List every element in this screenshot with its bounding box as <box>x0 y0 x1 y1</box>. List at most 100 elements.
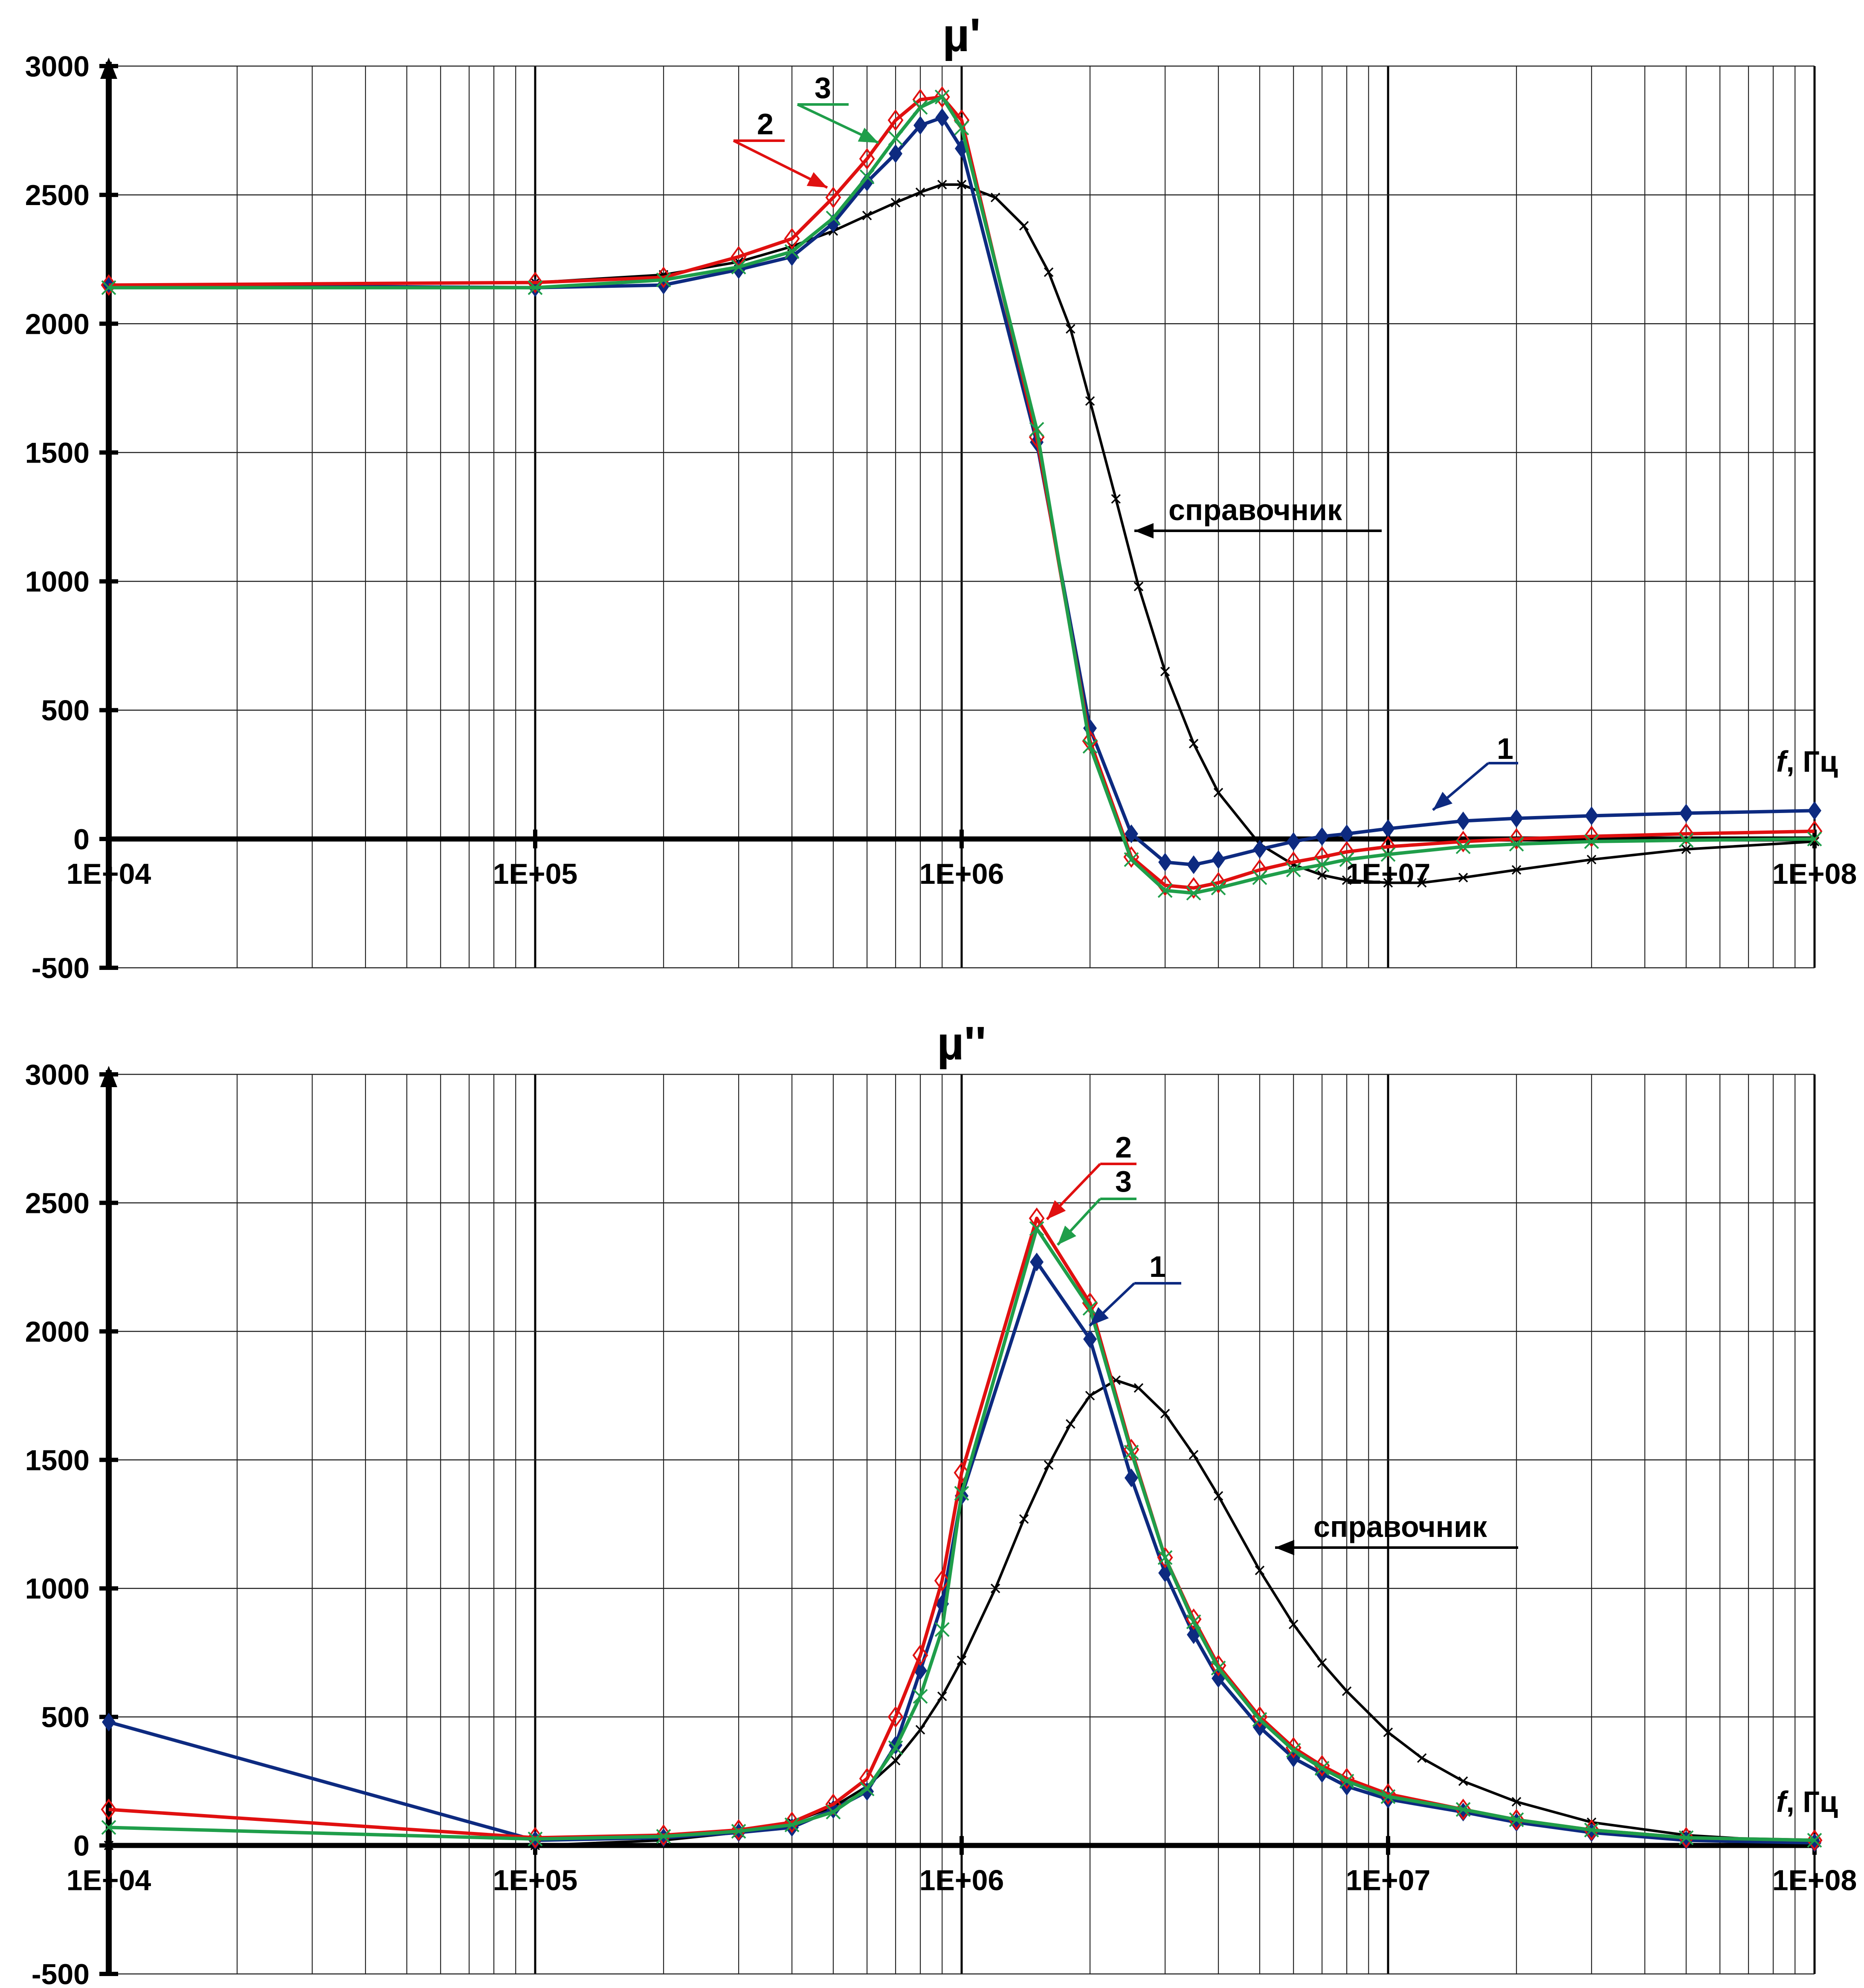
data-point <box>1678 823 1694 845</box>
data-point <box>101 1820 116 1835</box>
data-point <box>826 211 841 226</box>
data-point <box>859 148 875 170</box>
data-point <box>1030 1253 1044 1272</box>
y-tick-label: -500 <box>32 1958 90 1988</box>
data-point <box>825 186 841 208</box>
data-point <box>826 214 840 233</box>
data-point <box>101 1798 117 1820</box>
data-point <box>1807 1833 1822 1848</box>
data-point <box>1455 831 1471 853</box>
data-point <box>935 108 949 127</box>
data-point <box>888 130 903 146</box>
data-point <box>862 211 872 220</box>
data-point <box>1583 825 1600 848</box>
data-point <box>1186 885 1201 901</box>
data-point <box>912 1644 928 1666</box>
data-point <box>784 244 800 259</box>
data-point <box>784 1817 800 1832</box>
data-point <box>1044 267 1054 277</box>
y-tick-label: 2000 <box>25 1316 90 1348</box>
data-point <box>1342 875 1352 885</box>
data-point <box>859 169 875 185</box>
annotation-label: 3 <box>815 71 831 104</box>
data-point <box>1189 739 1199 749</box>
data-point <box>1082 1301 1098 1316</box>
data-point <box>1085 396 1095 406</box>
data-point <box>937 1691 947 1702</box>
data-point <box>1211 880 1226 896</box>
x-tick-label: 1E+05 <box>493 1864 578 1897</box>
data-point <box>1340 824 1354 843</box>
data-point <box>1044 1460 1054 1470</box>
x-axis-label-unit: , Гц <box>1786 1785 1838 1818</box>
data-point <box>1678 1830 1694 1845</box>
data-point <box>731 1823 746 1839</box>
data-point <box>1158 853 1172 872</box>
data-point <box>1455 1802 1471 1817</box>
data-point <box>915 187 925 197</box>
data-point <box>1157 1550 1173 1565</box>
data-point <box>1314 1761 1330 1776</box>
annotation-arrowhead <box>1275 1540 1294 1555</box>
data-point <box>1213 787 1223 798</box>
data-point <box>784 228 800 250</box>
data-point <box>1082 738 1098 754</box>
data-point <box>1509 836 1524 852</box>
data-point <box>1288 1619 1299 1629</box>
y-tick-label: 3000 <box>25 50 90 83</box>
data-point <box>1124 1444 1139 1460</box>
data-point <box>101 280 116 295</box>
series-3 <box>101 90 1822 901</box>
data-point <box>1458 873 1468 883</box>
x-axis-label: f, Гц <box>1776 745 1838 778</box>
data-point <box>1511 865 1522 875</box>
data-point <box>1583 1819 1600 1841</box>
series-3 <box>101 1221 1822 1848</box>
data-point <box>913 100 928 115</box>
data-point <box>1584 1822 1599 1838</box>
data-point <box>656 1829 671 1844</box>
data-point <box>1584 834 1599 849</box>
panel-mu-double-prime: -500 0 500 1000 1500 2000 2500 3000 1E+04 1E+05 1E… <box>25 1017 1857 1988</box>
data-point <box>1286 862 1301 877</box>
annotation-arrowhead <box>1090 1307 1109 1326</box>
data-point <box>1586 854 1597 865</box>
data-point <box>1317 1658 1327 1668</box>
annotation-arrowhead <box>1433 792 1452 810</box>
annotation-arrowhead <box>1134 523 1154 538</box>
y-tick-label: 1500 <box>25 437 90 469</box>
y-tick-label: 500 <box>41 1701 90 1733</box>
y-tick-label: 1000 <box>25 566 90 598</box>
data-point <box>528 280 543 295</box>
chart-title-mu-double-prime: µ'' <box>937 1017 986 1070</box>
data-point <box>1808 801 1821 820</box>
y-tick-label: 0 <box>73 823 90 856</box>
data-point <box>1133 1383 1144 1393</box>
data-point <box>1380 1789 1396 1804</box>
annotation-label: 3 <box>1115 1165 1132 1198</box>
annotation-label: 2 <box>757 107 774 141</box>
data-point <box>1157 874 1173 897</box>
data-point <box>1252 1712 1267 1727</box>
data-point <box>1585 806 1599 825</box>
annotation-4: справочник <box>1134 493 1382 538</box>
data-point <box>859 1781 875 1797</box>
data-point <box>1508 828 1525 850</box>
annotation-label: 1 <box>1149 1250 1166 1283</box>
data-point <box>1314 857 1330 872</box>
data-point <box>1066 1419 1075 1429</box>
y-tick-label: 1000 <box>25 1573 90 1605</box>
annotation-label: справочник <box>1168 493 1342 527</box>
data-point <box>1509 1812 1524 1827</box>
series-line <box>108 183 1815 884</box>
data-point <box>1678 1827 1694 1849</box>
data-point <box>1211 1661 1226 1676</box>
y-tick-label: 0 <box>73 1830 90 1862</box>
data-point <box>1160 666 1170 677</box>
data-point <box>934 90 950 104</box>
x-tick-label: 1E+08 <box>1772 858 1857 890</box>
data-point <box>954 1486 969 1501</box>
data-point <box>1286 1743 1301 1758</box>
y-tick-label: 3000 <box>25 1059 90 1091</box>
data-point <box>913 1689 928 1704</box>
